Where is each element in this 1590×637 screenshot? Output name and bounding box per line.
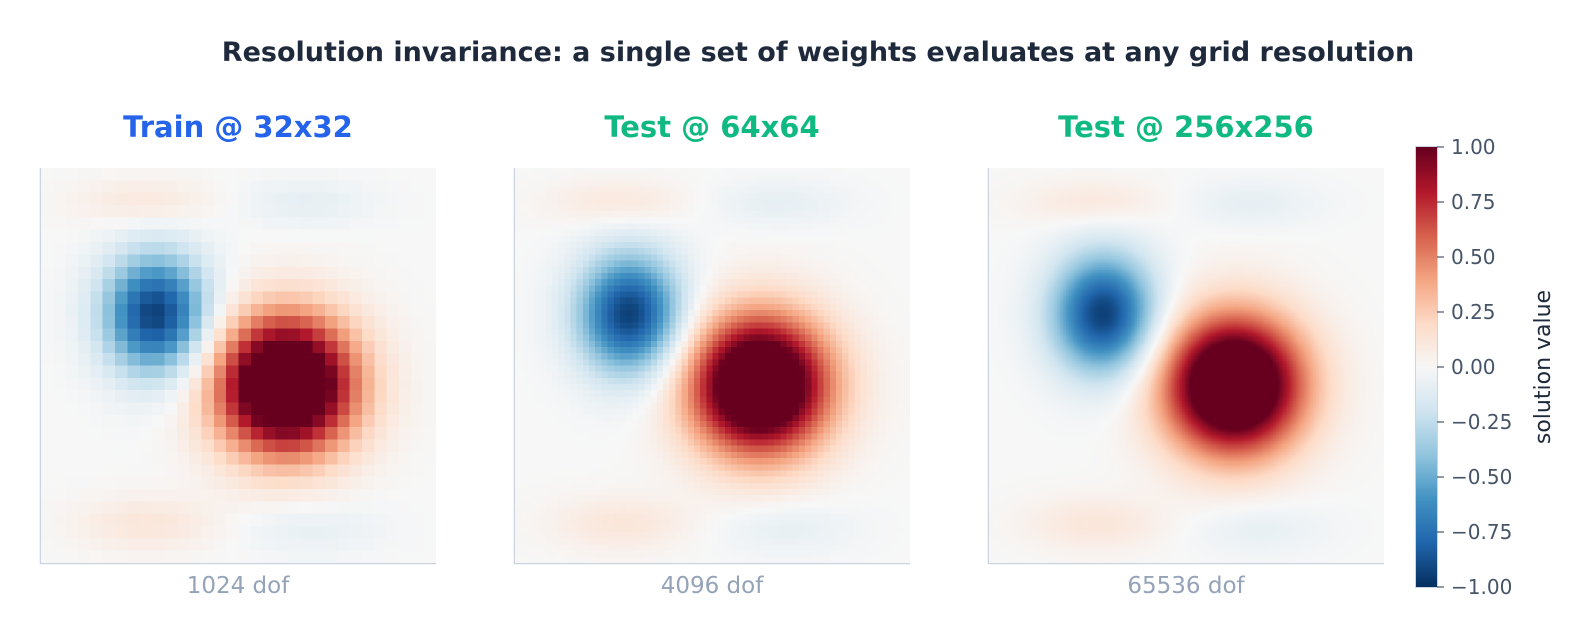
panel-dof-label-test-256: 65536 dof [1127,573,1245,599]
colorbar-ticks: 1.00 0.75 0.50 0.25 0.00 −0.25 −0.50 −0.75 −1.00 [1437,135,1512,599]
figure-title: Resolution invariance: a single set of w… [222,37,1414,68]
panel-dof-label-test-64: 4096 dof [661,573,765,599]
panel-title-test-256: Test @ 256x256 [1058,110,1314,144]
colorbar-tick-label: 0.25 [1451,300,1496,324]
colorbar-tick-label: −0.75 [1451,520,1512,544]
panel-axes-train-32 [39,168,436,565]
heatmap-test-256 [989,168,1384,563]
heatmap-test-64 [515,168,910,563]
panel-title-test-64: Test @ 64x64 [604,110,819,144]
heatmap-train-32 [41,168,436,563]
colorbar-tick-label: 0.75 [1451,190,1496,214]
panel-axes-test-64 [513,168,910,565]
colorbar-tick-label: 1.00 [1451,135,1496,159]
colorbar-label: solution value [1531,290,1556,444]
panel-axes-test-256 [987,168,1384,565]
colorbar-tick-label: 0.50 [1451,245,1496,269]
colorbar-tick-label: 0.00 [1451,355,1496,379]
colorbar-tick-label: −1.00 [1451,575,1512,599]
panel-title-train-32: Train @ 32x32 [123,110,353,144]
colorbar-tick-label: −0.50 [1451,465,1512,489]
colorbar-gradient [1416,147,1437,587]
panel-dof-label-train-32: 1024 dof [187,573,291,599]
colorbar-tick-label: −0.25 [1451,410,1512,434]
